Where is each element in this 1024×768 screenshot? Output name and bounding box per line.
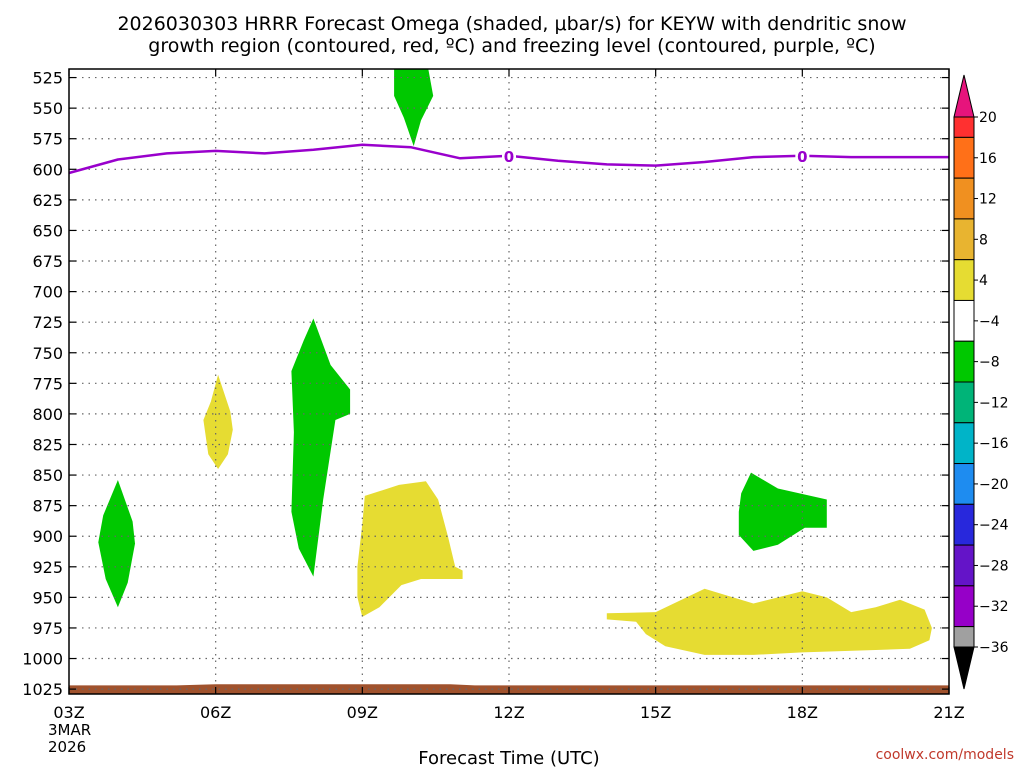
colorbar-swatch-6 bbox=[953, 340, 975, 383]
omega-region-yellow-09z bbox=[357, 481, 463, 617]
x-axis-title: Forecast Time (UTC) bbox=[418, 748, 599, 768]
omega-region-green-08z bbox=[291, 318, 351, 577]
omega-region-yellow-06z bbox=[203, 374, 233, 469]
colorbar-label-0: 20 bbox=[979, 110, 997, 126]
colorbar: 20 16 12 8 4 −4 −8 −12 −16 −20 −24 −28 −32 −36 bbox=[953, 74, 1009, 690]
y-tick-label-675: 675 bbox=[32, 252, 63, 271]
y-tick-label-900: 900 bbox=[32, 527, 63, 546]
y-tick-label-975: 975 bbox=[32, 619, 63, 638]
x-tick-label-15Z: 15Z bbox=[640, 703, 671, 722]
colorbar-label-8: −16 bbox=[979, 436, 1009, 452]
colorbar-swatch-13 bbox=[953, 626, 975, 648]
y-tick-label-800: 800 bbox=[32, 405, 63, 424]
colorbar-swatch-0 bbox=[953, 116, 975, 138]
omega-region-yellow-lower bbox=[606, 588, 932, 655]
colorbar-label-2: 12 bbox=[979, 192, 997, 208]
colorbar-label-12: −32 bbox=[979, 599, 1009, 615]
y-tick-label-875: 875 bbox=[32, 497, 63, 516]
colorbar-label-3: 8 bbox=[979, 232, 988, 248]
date-label-month: 3MAR bbox=[48, 721, 91, 739]
colorbar-swatch-11 bbox=[953, 544, 975, 587]
x-tick-label-09Z: 09Z bbox=[347, 703, 378, 722]
colorbar-swatch-2 bbox=[953, 177, 975, 220]
y-tick-label-625: 625 bbox=[32, 191, 63, 210]
colorbar-swatch-9 bbox=[953, 463, 975, 505]
colorbar-swatch-3 bbox=[953, 218, 975, 261]
freezing-level-label: 0 bbox=[504, 148, 514, 166]
colorbar-swatch-10 bbox=[953, 503, 975, 546]
freezing-label-bg bbox=[795, 147, 810, 164]
colorbar-swatch-8 bbox=[953, 422, 975, 465]
y-tick-label-775: 775 bbox=[32, 374, 63, 393]
y-tick-label-575: 575 bbox=[32, 130, 63, 149]
colorbar-label-9: −20 bbox=[979, 477, 1009, 493]
x-tick-label-12Z: 12Z bbox=[493, 703, 524, 722]
colorbar-label-5: −4 bbox=[979, 314, 1000, 330]
colorbar-swatch-5 bbox=[953, 299, 975, 342]
y-tick-label-525: 525 bbox=[32, 69, 63, 88]
colorbar-label-4: 4 bbox=[979, 273, 988, 289]
chart-title-line1: 2026030303 HRRR Forecast Omega (shaded, … bbox=[117, 13, 906, 35]
y-tick-label-700: 700 bbox=[32, 283, 63, 302]
y-tick-label-825: 825 bbox=[32, 435, 63, 454]
y-tick-label-550: 550 bbox=[32, 99, 63, 118]
colorbar-label-11: −28 bbox=[979, 558, 1009, 574]
y-tick-label-650: 650 bbox=[32, 221, 63, 240]
freezing-label-bg bbox=[502, 147, 516, 164]
colorbar-top-arrow bbox=[953, 74, 975, 118]
y-tick-label-950: 950 bbox=[32, 588, 63, 607]
y-tick-label-1025: 1025 bbox=[22, 680, 63, 699]
y-tick-label-925: 925 bbox=[32, 558, 63, 577]
x-tick-label-21Z: 21Z bbox=[933, 703, 964, 722]
colorbar-swatch-12 bbox=[953, 585, 975, 628]
colorbar-bottom-arrow bbox=[953, 646, 975, 690]
colorbar-swatch-7 bbox=[953, 381, 975, 424]
colorbar-label-1: 16 bbox=[979, 151, 997, 167]
colorbar-swatch-1 bbox=[953, 136, 975, 179]
colorbar-label-7: −12 bbox=[979, 395, 1009, 411]
y-tick-label-725: 725 bbox=[32, 313, 63, 332]
freezing-level-label: 0 bbox=[797, 148, 807, 166]
y-tick-label-600: 600 bbox=[32, 160, 63, 179]
y-tick-label-1000: 1000 bbox=[22, 650, 63, 669]
colorbar-swatch-4 bbox=[953, 259, 975, 301]
x-tick-label-03Z: 03Z bbox=[53, 703, 84, 722]
omega-region-green-17z bbox=[738, 472, 827, 551]
colorbar-label-6: −8 bbox=[979, 355, 1000, 371]
y-tick-label-850: 850 bbox=[32, 466, 63, 485]
omega-region-green-early bbox=[98, 480, 135, 608]
y-tick-label-750: 750 bbox=[32, 344, 63, 363]
credit-text: coolwx.com/models bbox=[876, 747, 1014, 763]
colorbar-label-10: −24 bbox=[979, 518, 1009, 534]
date-label-year: 2026 bbox=[48, 738, 86, 756]
plot-area: 0 0 525 550 575 600 625 650 675 700 725 750 775 800 82… bbox=[22, 68, 965, 722]
x-tick-label-06Z: 06Z bbox=[200, 703, 231, 722]
chart-title-line2: growth region (contoured, red, ºC) and f… bbox=[148, 35, 875, 57]
colorbar-label-13: −36 bbox=[979, 640, 1009, 656]
x-tick-label-18Z: 18Z bbox=[787, 703, 818, 722]
